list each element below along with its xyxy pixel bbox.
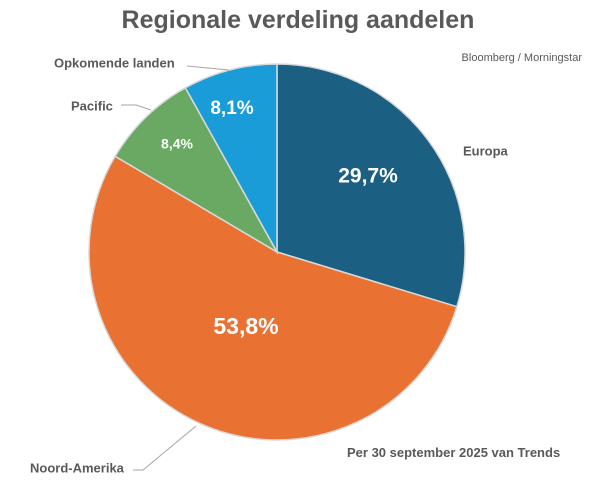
value-label-europa: 29,7% (338, 165, 398, 188)
pie-slice-noord-amerika (88, 155, 458, 441)
pie-slice-pacific (114, 86, 280, 255)
category-label-noord-amerika: Noord-Amerika (30, 460, 125, 475)
category-label-opkomende-landen: Opkomende landen (54, 55, 175, 70)
chart-title: Regionale verdeling aandelen (121, 6, 475, 34)
category-label-pacific: Pacific (71, 98, 113, 113)
leader-line-pacific (121, 104, 152, 111)
value-label-pacific: 8,4% (161, 136, 193, 152)
category-label-europa: Europa (463, 143, 509, 158)
chart-subtitle: Bloomberg / Morningstar (461, 52, 582, 64)
pie-slice-europa (276, 63, 466, 308)
value-label-opkomende-landen: 8,1% (210, 98, 253, 119)
value-label-noord-amerika: 53,8% (213, 313, 278, 339)
leader-line-noord-amerika (133, 425, 197, 471)
chart-footnote: Per 30 september 2025 van Trends (347, 445, 561, 460)
pie-slice-opkomende-landen (184, 63, 278, 255)
leader-line-opkomende-landen (186, 65, 230, 71)
